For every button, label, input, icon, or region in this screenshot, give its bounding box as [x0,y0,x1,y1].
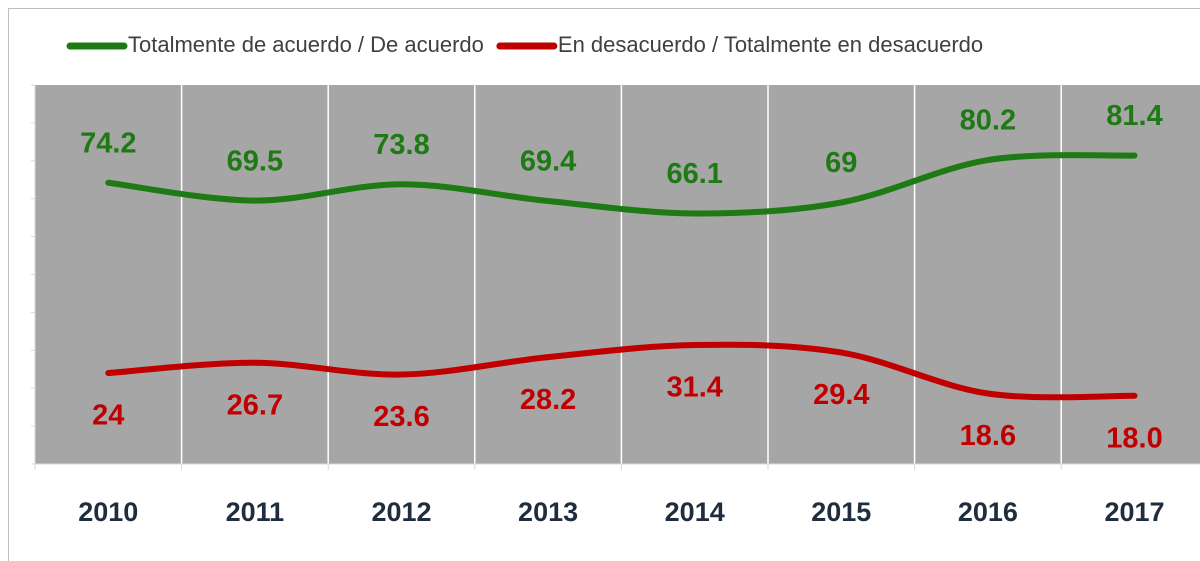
data-label: 73.8 [373,129,429,161]
x-tick-label: 2013 [518,497,578,527]
data-label: 69 [825,147,857,179]
data-label: 26.7 [227,389,283,421]
data-label: 28.2 [520,384,576,416]
legend-label: En desacuerdo / Totalmente en desacuerdo [558,32,983,57]
legend-label: Totalmente de acuerdo / De acuerdo [128,32,484,57]
x-tick-label: 2016 [958,497,1018,527]
data-label: 66.1 [666,158,722,190]
series-line [105,152,1138,217]
x-tick-label: 2012 [371,497,431,527]
series-line [105,341,1138,401]
plot-area [35,85,1200,464]
x-tick-label: 2015 [811,497,871,527]
data-label: 18.6 [960,420,1016,452]
data-label: 81.4 [1106,100,1162,132]
data-label: 29.4 [813,379,869,411]
data-label: 69.5 [227,145,283,177]
x-tick-label: 2014 [665,497,725,527]
x-tick-label: 2011 [226,497,285,527]
data-label: 23.6 [373,401,429,433]
data-label: 18.0 [1106,422,1162,454]
data-label: 24 [92,400,124,432]
x-tick-label: 2010 [78,497,138,527]
x-tick-label: 2017 [1104,497,1164,527]
data-label: 69.4 [520,146,576,178]
data-label: 31.4 [666,372,722,404]
frame [8,8,1200,561]
data-label: 74.2 [80,127,136,159]
data-label: 80.2 [960,105,1016,137]
